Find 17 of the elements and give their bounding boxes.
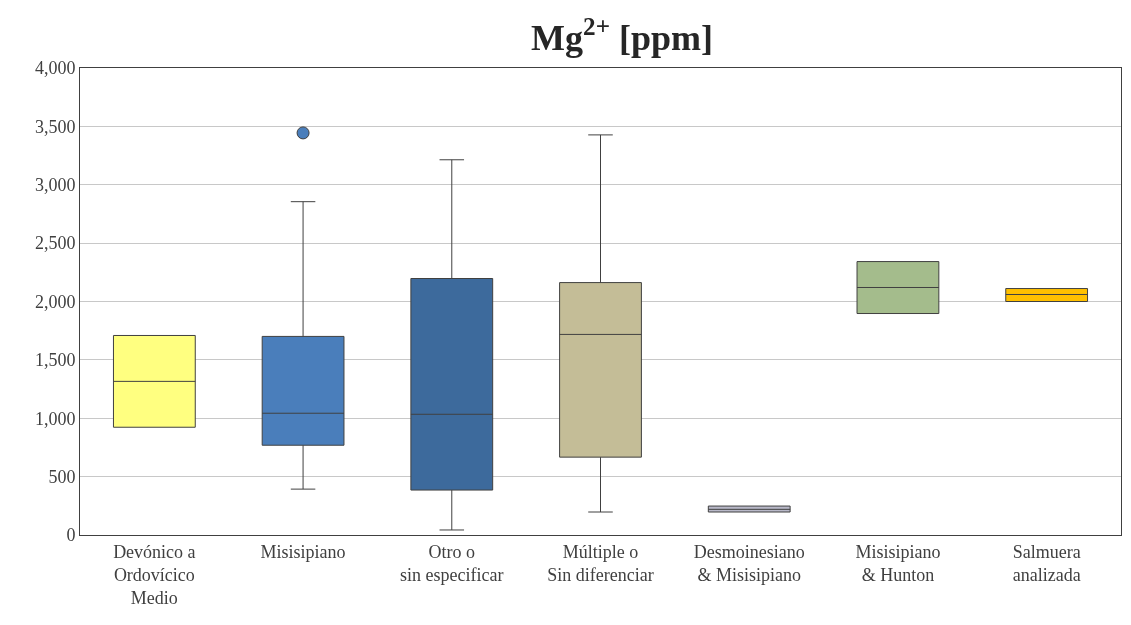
x-tick-label: Otro o sin especificar <box>400 541 504 585</box>
x-tick-label: Desmoinesiano & Misisipiano <box>693 541 805 585</box>
x-tick-label: Misisipiano <box>260 541 346 562</box>
y-tick-label: 1,500 <box>34 350 76 371</box>
y-tick-label: 0 <box>66 525 76 546</box>
y-tick-label: 1,000 <box>34 408 76 429</box>
y-tick-label: 500 <box>48 466 76 487</box>
y-tick-label: 4,000 <box>34 58 76 79</box>
y-tick-label: 2,500 <box>34 233 76 254</box>
x-tick-label: Salmuera analizada <box>1012 541 1081 585</box>
x-tick-label: Misisipiano & Hunton <box>855 541 941 585</box>
y-tick-label: 3,000 <box>34 175 76 196</box>
x-tick-label: Devónico a Ordovícico Medio <box>113 541 196 609</box>
y-tick-label: 3,500 <box>34 116 76 137</box>
x-tick-label: Múltiple o Sin diferenciar <box>547 541 654 585</box>
chart-title: Mg$^{2+}$ [ppm] <box>531 13 714 59</box>
y-tick-label: 2,000 <box>34 291 76 312</box>
